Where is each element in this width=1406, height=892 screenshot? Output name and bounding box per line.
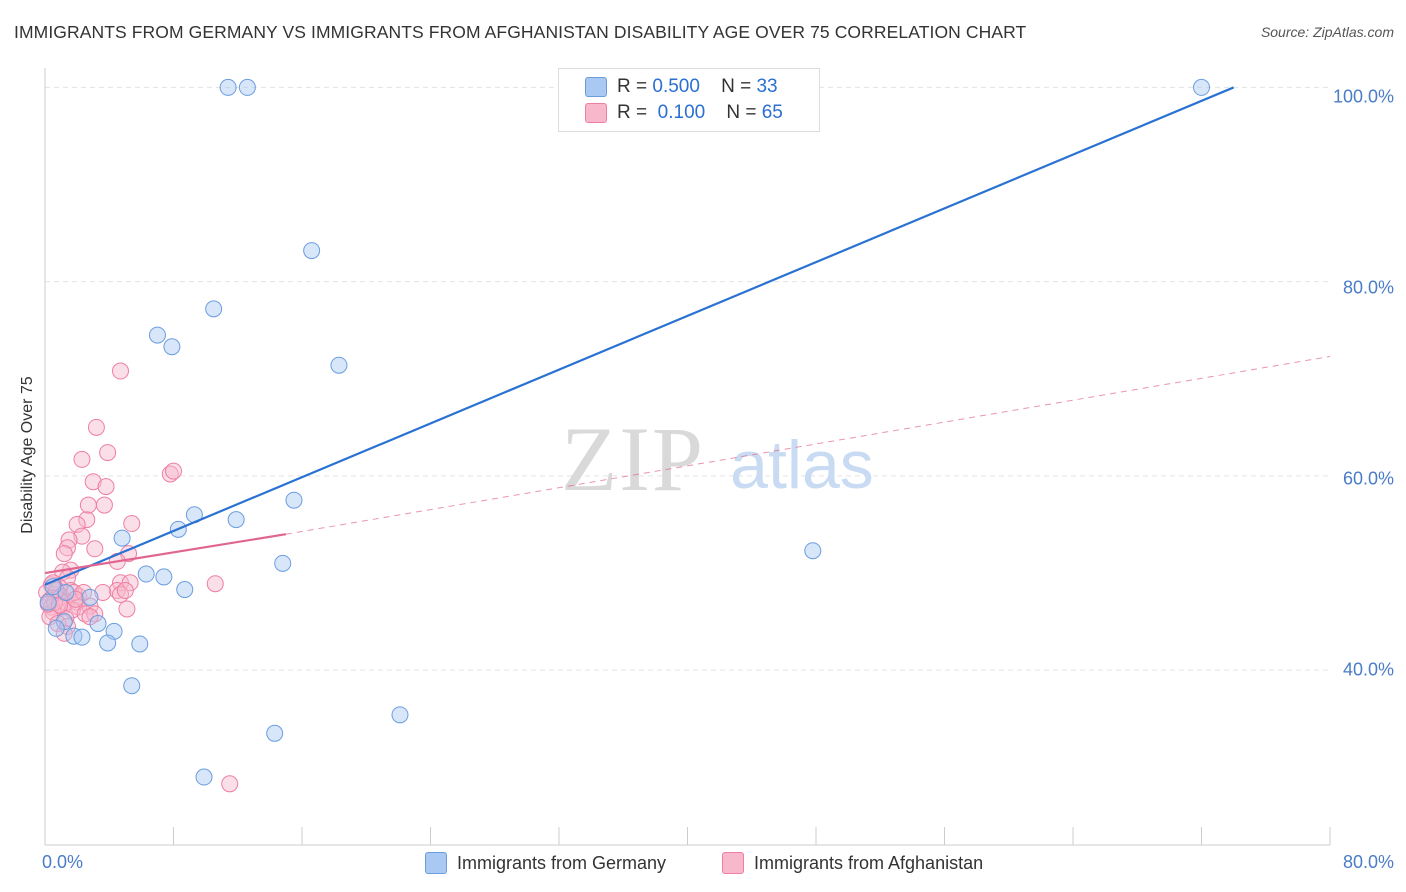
germany-point — [303, 242, 321, 260]
germany-point — [99, 634, 117, 652]
germany-point — [89, 615, 107, 633]
afghanistan-swatch — [722, 852, 744, 874]
stats-legend: R = 0.500 N = 33 R = 0.100 N = 65 — [558, 68, 820, 132]
afghanistan-point — [99, 444, 117, 462]
germany-point — [219, 78, 237, 96]
grid-lines — [45, 86, 1330, 671]
afghanistan-point — [84, 473, 102, 491]
germany-point — [47, 619, 65, 637]
germany-point — [285, 491, 303, 509]
afghanistan-point — [55, 545, 73, 563]
afghanistan-trend-extension — [285, 355, 1331, 535]
afghanistan-trend-line — [44, 533, 287, 575]
r-label: R = — [617, 76, 648, 97]
germany-point — [81, 588, 99, 606]
afghanistan-point — [73, 527, 91, 545]
afghanistan-point — [73, 450, 91, 468]
germany-point — [330, 356, 348, 374]
afghanistan-point — [165, 462, 182, 480]
r-value: 0.100 — [657, 102, 706, 123]
germany-point — [163, 338, 181, 356]
afghanistan-series — [38, 362, 239, 793]
afghanistan-point — [78, 511, 96, 529]
afghanistan-point — [161, 465, 179, 483]
y-tick-60: 60.0% — [1342, 468, 1394, 489]
trend-lines — [44, 86, 1331, 586]
germany-point — [274, 554, 292, 572]
afghanistan-point — [87, 418, 105, 436]
germany-point — [205, 300, 223, 318]
afghanistan-point — [95, 496, 113, 514]
germany-point — [266, 724, 284, 742]
r-label: R = — [617, 102, 648, 123]
germany-point — [391, 706, 409, 724]
afghanistan-point — [55, 624, 73, 642]
afghanistan-point — [97, 478, 115, 496]
afghanistan-point — [206, 575, 224, 593]
axes — [44, 68, 1331, 846]
germany-point — [148, 326, 166, 344]
afghanistan-point — [63, 601, 81, 619]
source-label: Source: ZipAtlas.com — [1260, 24, 1394, 40]
afghanistan-point — [67, 590, 85, 608]
germany-point — [137, 565, 155, 583]
n-label: N = — [726, 102, 757, 123]
germany-point — [176, 581, 194, 599]
germany-point — [123, 677, 141, 695]
stats-legend-row-germany: R = 0.500 N = 33 — [585, 75, 778, 99]
afghanistan-point — [111, 362, 129, 380]
y-tick-80: 80.0% — [1342, 277, 1394, 298]
n-label: N = — [721, 76, 752, 97]
germany-swatch — [585, 77, 607, 97]
afghanistan-point — [221, 775, 239, 793]
germany-swatch — [425, 852, 447, 874]
germany-point — [131, 635, 149, 653]
legend-item-afghanistan[interactable]: Immigrants from Afghanistan — [722, 852, 983, 874]
germany-point — [804, 542, 822, 560]
series-legend: Immigrants from Germany Immigrants from … — [0, 852, 1406, 878]
afghanistan-point — [86, 605, 104, 623]
afghanistan-point — [76, 605, 94, 623]
germany-point — [227, 511, 245, 529]
germany-point — [238, 78, 256, 96]
germany-series — [39, 78, 1210, 786]
germany-point — [113, 529, 131, 547]
germany-point — [1193, 78, 1210, 96]
legend-item-germany[interactable]: Immigrants from Germany — [425, 852, 666, 874]
chart-title: IMMIGRANTS FROM GERMANY VS IMMIGRANTS FR… — [14, 22, 1027, 42]
germany-point — [73, 628, 91, 646]
stats-legend-row-afghanistan: R = 0.100 N = 65 — [585, 101, 783, 125]
afghanistan-swatch — [585, 103, 607, 123]
germany-point — [39, 593, 57, 611]
germany-point — [155, 568, 173, 586]
r-value: 0.500 — [652, 76, 700, 97]
n-value: 33 — [756, 76, 778, 97]
x-tick-min: 0.0% — [42, 852, 84, 872]
afghanistan-point — [94, 583, 112, 601]
y-tick-40: 40.0% — [1342, 659, 1394, 680]
afghanistan-point — [123, 515, 141, 533]
germany-trend-line — [44, 86, 1235, 586]
germany-point — [195, 768, 213, 786]
watermark-zip: ZIP — [561, 408, 705, 510]
legend-label-afghanistan: Immigrants from Afghanistan — [754, 852, 984, 873]
afghanistan-point — [118, 600, 136, 618]
y-tick-100: 100.0% — [1332, 86, 1394, 107]
afghanistan-point — [79, 496, 97, 514]
afghanistan-point — [86, 540, 104, 558]
x-tick-max: 80.0% — [1342, 852, 1394, 872]
legend-label-germany: Immigrants from Germany — [457, 852, 667, 873]
afghanistan-point — [116, 582, 134, 600]
watermark: ZIP atlas — [561, 408, 874, 510]
n-value: 65 — [761, 102, 783, 123]
watermark-atlas: atlas — [730, 427, 874, 503]
